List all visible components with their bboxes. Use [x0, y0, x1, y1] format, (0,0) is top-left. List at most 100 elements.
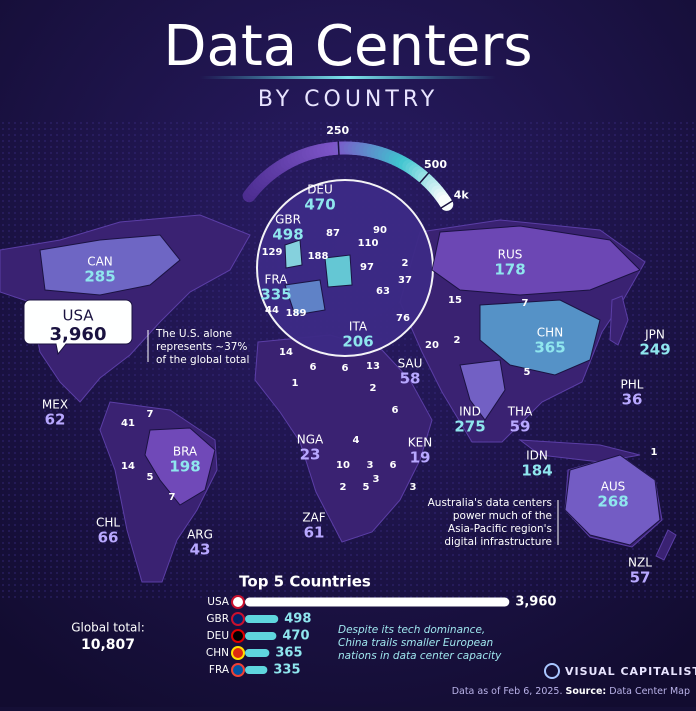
country-value: 249 — [639, 341, 670, 359]
map-value: 4 — [353, 435, 360, 446]
country-code: CHN — [537, 326, 563, 340]
annotation: Asia-Pacific region's — [448, 523, 552, 535]
global-total-label: Global total: — [71, 621, 145, 635]
country-code: AUS — [601, 480, 626, 494]
title-glow — [200, 76, 496, 79]
country-value: 285 — [84, 268, 115, 286]
map-value: 3 — [373, 474, 380, 485]
title: Data Centers — [163, 14, 532, 79]
annotation: represents ~37% — [156, 341, 247, 353]
top5-bar — [245, 666, 267, 674]
map-value: 6 — [342, 363, 349, 374]
map-value: 110 — [358, 238, 379, 249]
country-code: IDN — [526, 449, 548, 463]
top5-value: 365 — [275, 646, 302, 661]
map-value: 13 — [366, 361, 380, 372]
country-code: IND — [459, 405, 481, 419]
map-value: 1 — [292, 378, 299, 389]
country-value: 23 — [300, 446, 321, 464]
map-value: 1 — [651, 447, 658, 458]
top5-value: 3,960 — [515, 595, 556, 610]
top5-bar — [245, 598, 509, 607]
map-value: 129 — [262, 247, 283, 258]
map-value: 37 — [398, 275, 412, 286]
flag — [232, 664, 244, 676]
annotation: nations in data center capacity — [338, 650, 502, 662]
top5-value: 498 — [284, 612, 311, 627]
top5-bar — [245, 615, 278, 623]
country-value: 57 — [630, 569, 651, 587]
country-code: PHL — [621, 378, 644, 392]
country-value: 59 — [510, 418, 531, 436]
map-value: 2 — [340, 482, 347, 493]
country-code: FRA — [265, 273, 289, 287]
map-value: 97 — [360, 262, 374, 273]
annotation: digital infrastructure — [444, 536, 552, 548]
country-value: 66 — [98, 529, 119, 547]
map-value: 6 — [392, 405, 399, 416]
country-value: 62 — [45, 411, 66, 429]
map-value: 7 — [147, 409, 154, 420]
country-value: 206 — [342, 333, 373, 351]
map-value: 10 — [336, 460, 350, 471]
country-value: 61 — [304, 524, 325, 542]
map-value: 41 — [121, 418, 135, 429]
legend-tick-label: 500 — [424, 158, 447, 171]
country-value: 335 — [260, 286, 291, 304]
map-value: 3 — [367, 460, 374, 471]
annotation: Despite its tech dominance, — [338, 624, 485, 636]
country-value: 268 — [597, 493, 628, 511]
global-total-value: 10,807 — [81, 637, 135, 653]
annotation: Australia's data centers — [428, 497, 552, 509]
flag — [232, 613, 244, 625]
country-value: 58 — [400, 370, 421, 388]
country-value: 3,960 — [50, 324, 107, 345]
country-value: 498 — [272, 226, 303, 244]
map-value: 20 — [425, 340, 439, 351]
map-value: 2 — [402, 258, 409, 269]
legend-tick-label: 250 — [326, 124, 349, 137]
country-value: 470 — [304, 196, 335, 214]
top5-bar — [245, 649, 269, 657]
footer-source: Data Center Map — [609, 686, 690, 697]
map-value: 5 — [147, 472, 154, 483]
country-code: CAN — [87, 255, 113, 269]
country-code: ITA — [349, 320, 368, 334]
flag — [232, 596, 244, 608]
country-value: 36 — [622, 391, 643, 409]
country-code: NGA — [297, 433, 324, 447]
country-code: THA — [507, 405, 533, 419]
brand: VISUAL CAPITALIST — [545, 664, 696, 678]
country-value: 178 — [494, 261, 525, 279]
country-code: NZL — [628, 556, 652, 570]
map-value: 76 — [396, 313, 410, 324]
country-code: GBR — [275, 213, 301, 227]
footer-source-label: Source: — [566, 686, 607, 697]
country-code: DEU — [307, 183, 333, 197]
country-value: 198 — [169, 458, 200, 476]
legend-tick — [338, 141, 339, 155]
country-value: 365 — [534, 339, 565, 357]
map-value: 6 — [310, 362, 317, 373]
country-shape — [285, 240, 302, 268]
top5-category: DEU — [207, 630, 229, 642]
country-code: ARG — [187, 528, 213, 542]
top5-value: 470 — [282, 629, 309, 644]
country-value: 275 — [454, 418, 485, 436]
country-code: ZAF — [302, 511, 325, 525]
map-value: 189 — [286, 308, 307, 319]
country-code: JPN — [644, 328, 665, 342]
top5-category: GBR — [206, 613, 229, 625]
top5-category: CHN — [206, 647, 229, 659]
map-value: 15 — [448, 295, 462, 306]
country-value: 184 — [521, 462, 552, 480]
footer: Data as of Feb 6, 2025. Source: Data Cen… — [452, 686, 690, 697]
country-code: USA — [62, 307, 94, 325]
country-code: MEX — [42, 398, 68, 412]
annotation: The U.S. alone — [155, 328, 232, 340]
map-value: 3 — [410, 482, 417, 493]
map-value: 188 — [308, 251, 329, 262]
map-value: 14 — [121, 461, 135, 472]
map-value: 5 — [524, 367, 531, 378]
